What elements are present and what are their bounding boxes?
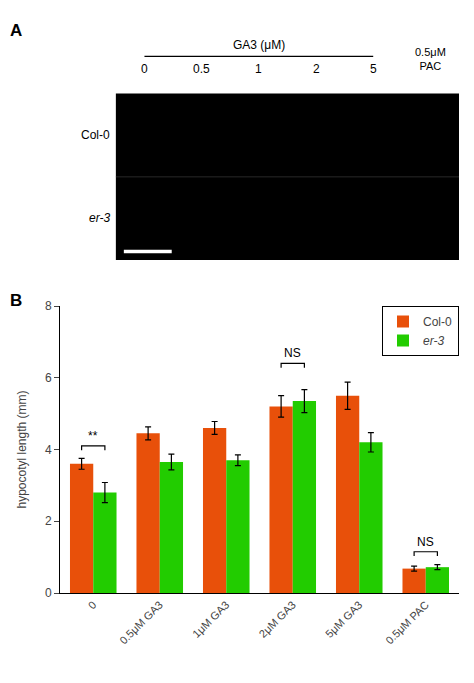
svg-text:**: ** <box>88 429 98 443</box>
svg-text:0.5μM PAC: 0.5μM PAC <box>383 598 431 646</box>
svg-text:4: 4 <box>45 443 52 457</box>
svg-text:1: 1 <box>255 62 262 76</box>
svg-text:A: A <box>10 21 22 40</box>
svg-text:GA3 (μM): GA3 (μM) <box>233 38 285 52</box>
svg-text:0: 0 <box>45 586 52 600</box>
svg-text:2: 2 <box>45 514 52 528</box>
svg-text:1μM GA3: 1μM GA3 <box>190 599 231 640</box>
svg-text:Col-0: Col-0 <box>423 315 452 329</box>
svg-text:6: 6 <box>45 371 52 385</box>
svg-text:er-3: er-3 <box>89 211 110 225</box>
svg-text:0.5μMPAC: 0.5μMPAC <box>415 46 446 72</box>
svg-text:0.5μM GA3: 0.5μM GA3 <box>117 599 165 647</box>
svg-text:5: 5 <box>370 62 377 76</box>
svg-text:0: 0 <box>86 599 99 612</box>
svg-text:8: 8 <box>45 299 52 313</box>
svg-text:NS: NS <box>284 346 301 360</box>
svg-text:er-3: er-3 <box>423 334 444 348</box>
svg-text:2μM GA3: 2μM GA3 <box>257 599 298 640</box>
svg-text:NS: NS <box>417 535 434 549</box>
svg-text:5μM GA3: 5μM GA3 <box>323 599 364 640</box>
svg-text:B: B <box>10 291 22 310</box>
svg-text:0.5: 0.5 <box>193 62 210 76</box>
svg-text:2: 2 <box>313 62 320 76</box>
svg-text:hypocotyl length (mm): hypocotyl length (mm) <box>15 390 29 508</box>
svg-text:Col-0: Col-0 <box>81 128 110 142</box>
svg-text:0: 0 <box>141 62 148 76</box>
